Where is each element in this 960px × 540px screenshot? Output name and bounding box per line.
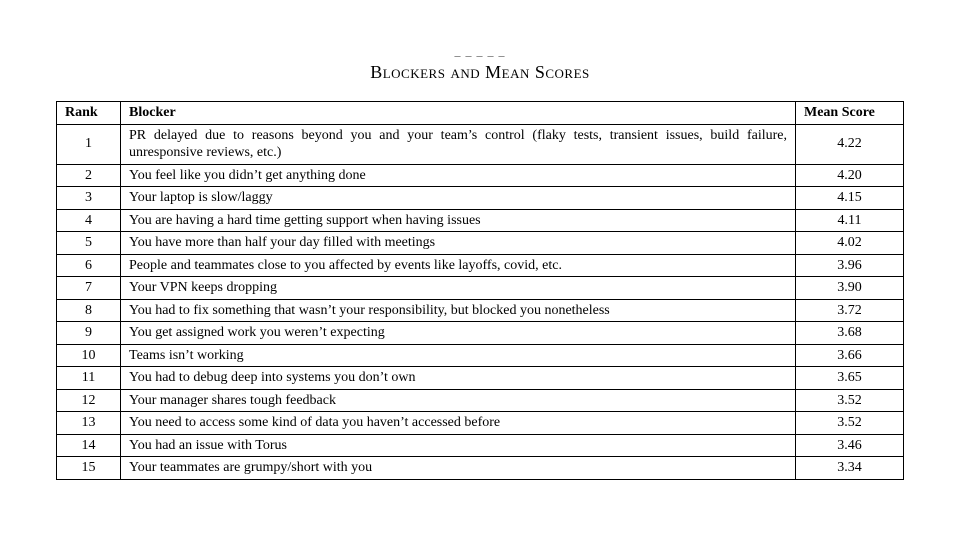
cell-blocker: Your teammates are grumpy/short with you (121, 457, 796, 480)
cell-score: 4.15 (796, 187, 904, 210)
cell-blocker: Your manager shares tough feedback (121, 389, 796, 412)
cell-blocker: You are having a hard time getting suppo… (121, 209, 796, 232)
cell-rank: 2 (57, 164, 121, 187)
table-row: 6People and teammates close to you affec… (57, 254, 904, 277)
cell-blocker: You feel like you didn’t get anything do… (121, 164, 796, 187)
cell-rank: 15 (57, 457, 121, 480)
cell-rank: 11 (57, 367, 121, 390)
table-row: 15Your teammates are grumpy/short with y… (57, 457, 904, 480)
cell-score: 3.46 (796, 434, 904, 457)
cell-score: 4.02 (796, 232, 904, 255)
cell-blocker: Your VPN keeps dropping (121, 277, 796, 300)
cell-rank: 1 (57, 124, 121, 164)
cell-rank: 12 (57, 389, 121, 412)
table-row: 7Your VPN keeps dropping3.90 (57, 277, 904, 300)
table-row: 10Teams isn’t working3.66 (57, 344, 904, 367)
pre-title-dashes: – – – – – (56, 48, 904, 60)
cell-score: 3.66 (796, 344, 904, 367)
table-row: 3Your laptop is slow/laggy4.15 (57, 187, 904, 210)
table-row: 8You had to fix something that wasn’t yo… (57, 299, 904, 322)
cell-blocker: You had to debug deep into systems you d… (121, 367, 796, 390)
cell-rank: 6 (57, 254, 121, 277)
cell-score: 3.90 (796, 277, 904, 300)
table-body: 1PR delayed due to reasons beyond you an… (57, 124, 904, 479)
cell-rank: 3 (57, 187, 121, 210)
cell-score: 3.96 (796, 254, 904, 277)
cell-rank: 4 (57, 209, 121, 232)
cell-blocker: Your laptop is slow/laggy (121, 187, 796, 210)
table-row: 1PR delayed due to reasons beyond you an… (57, 124, 904, 164)
cell-score: 4.20 (796, 164, 904, 187)
table-header-row: Rank Blocker Mean Score (57, 102, 904, 125)
table-row: 11You had to debug deep into systems you… (57, 367, 904, 390)
cell-blocker: You have more than half your day filled … (121, 232, 796, 255)
col-header-score: Mean Score (796, 102, 904, 125)
cell-score: 3.72 (796, 299, 904, 322)
cell-rank: 8 (57, 299, 121, 322)
cell-blocker: You need to access some kind of data you… (121, 412, 796, 435)
cell-rank: 10 (57, 344, 121, 367)
cell-score: 3.52 (796, 389, 904, 412)
cell-score: 4.11 (796, 209, 904, 232)
col-header-rank: Rank (57, 102, 121, 125)
cell-score: 3.52 (796, 412, 904, 435)
blockers-table: Rank Blocker Mean Score 1PR delayed due … (56, 101, 904, 480)
cell-score: 3.68 (796, 322, 904, 345)
col-header-blocker: Blocker (121, 102, 796, 125)
cell-score: 3.65 (796, 367, 904, 390)
cell-blocker: You had an issue with Torus (121, 434, 796, 457)
table-row: 9You get assigned work you weren’t expec… (57, 322, 904, 345)
cell-rank: 7 (57, 277, 121, 300)
cell-blocker: People and teammates close to you affect… (121, 254, 796, 277)
table-row: 2You feel like you didn’t get anything d… (57, 164, 904, 187)
table-row: 12Your manager shares tough feedback3.52 (57, 389, 904, 412)
page-title: Blockers and Mean Scores (56, 62, 904, 83)
document-page: – – – – – Blockers and Mean Scores Rank … (0, 0, 960, 540)
cell-rank: 14 (57, 434, 121, 457)
cell-score: 3.34 (796, 457, 904, 480)
page-title-text: Blockers and Mean Scores (370, 62, 590, 82)
table-row: 14You had an issue with Torus3.46 (57, 434, 904, 457)
cell-blocker: You get assigned work you weren’t expect… (121, 322, 796, 345)
table-row: 4You are having a hard time getting supp… (57, 209, 904, 232)
table-row: 5You have more than half your day filled… (57, 232, 904, 255)
cell-score: 4.22 (796, 124, 904, 164)
cell-rank: 9 (57, 322, 121, 345)
cell-blocker: PR delayed due to reasons beyond you and… (121, 124, 796, 164)
cell-rank: 5 (57, 232, 121, 255)
cell-rank: 13 (57, 412, 121, 435)
cell-blocker: You had to fix something that wasn’t you… (121, 299, 796, 322)
cell-blocker: Teams isn’t working (121, 344, 796, 367)
table-row: 13You need to access some kind of data y… (57, 412, 904, 435)
